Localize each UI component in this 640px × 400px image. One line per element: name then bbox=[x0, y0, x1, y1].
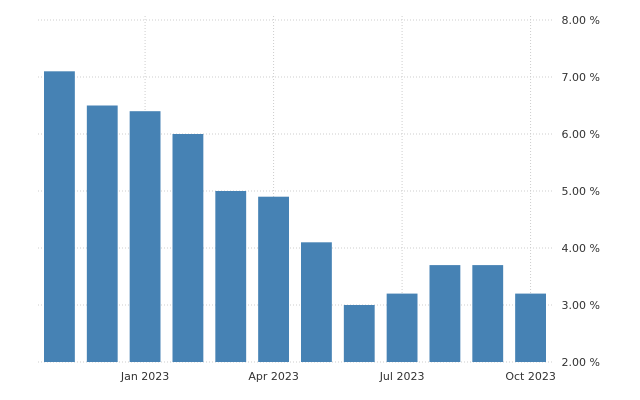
y-tick-label: 8.00 % bbox=[562, 14, 600, 27]
bars bbox=[44, 71, 546, 363]
bar[interactable] bbox=[258, 196, 289, 362]
bar[interactable] bbox=[472, 265, 504, 362]
y-tick-label: 7.00 % bbox=[562, 71, 600, 84]
x-tick-label: Jul 2023 bbox=[379, 370, 425, 383]
x-tick-label: Apr 2023 bbox=[248, 370, 299, 383]
bar[interactable] bbox=[86, 105, 118, 363]
y-tick-label: 4.00 % bbox=[562, 242, 600, 255]
y-tick-label: 5.00 % bbox=[562, 185, 600, 198]
x-tick-label: Oct 2023 bbox=[505, 370, 556, 383]
bar[interactable] bbox=[343, 305, 375, 362]
x-axis-ticks: Jan 2023 Apr 2023 Jul 2023 Oct 2023 bbox=[120, 370, 556, 383]
bar[interactable] bbox=[386, 293, 418, 362]
bar[interactable] bbox=[515, 293, 546, 362]
bar[interactable] bbox=[429, 265, 461, 362]
y-tick-label: 6.00 % bbox=[562, 128, 600, 141]
bar[interactable] bbox=[44, 71, 75, 363]
y-tick-label: 2.00 % bbox=[562, 356, 600, 369]
x-tick-label: Jan 2023 bbox=[120, 370, 169, 383]
bar[interactable] bbox=[129, 111, 161, 362]
y-tick-label: 3.00 % bbox=[562, 299, 600, 312]
bar[interactable] bbox=[301, 242, 332, 362]
bar[interactable] bbox=[172, 134, 204, 362]
bar[interactable] bbox=[215, 191, 247, 362]
y-axis-ticks: 2.00 % 3.00 % 4.00 % 5.00 % 6.00 % 7.00 % 8.00… bbox=[562, 14, 600, 369]
